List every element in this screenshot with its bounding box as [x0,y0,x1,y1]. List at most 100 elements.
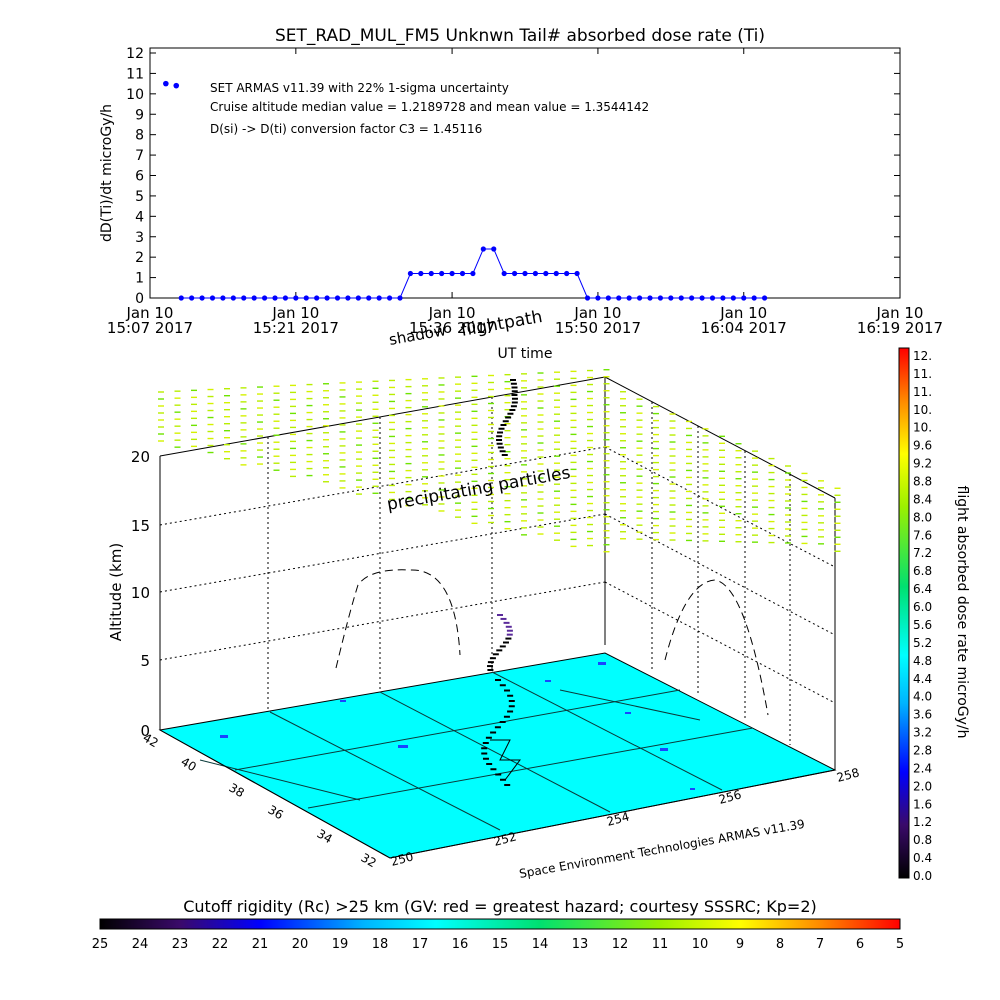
data-point [428,270,434,277]
y-tick-label: 2 [135,250,144,266]
rigidity-tick-label: 20 [292,937,309,952]
rigidity-colorbar: Cutoff rigidity (Rc) >25 km (GV: red = g… [92,897,904,952]
data-point [345,295,351,301]
data-point [386,295,393,301]
credit-label: Space Environment Technologies ARMAS v11… [518,817,806,881]
data-point [407,270,414,277]
data-point [178,295,184,301]
colorbar-tick-label: 2.0 [913,779,932,793]
x-tick-time: 16:04 2017 [701,319,787,337]
y-tick-label: 3 [135,230,144,246]
lat-tick-label: 32 [359,850,379,870]
colorbar-tick-label: 0.8 [913,833,932,847]
data-point [459,270,466,277]
lat-tick-label: 36 [266,802,286,822]
lon-tick-label: 250 [389,849,415,868]
data-point [449,270,455,277]
data-point [439,270,445,277]
y-tick-label: 6 [135,169,144,185]
data-point [491,246,497,252]
colorbar-tick-label: 4.0 [913,690,932,704]
x-axis-label: UT time [498,346,553,362]
label-shadow: shadow [388,321,448,349]
data-point [199,295,205,301]
colorbar-tick-label: 8.0 [913,510,932,524]
colorbar-tick-label: 12. [913,349,932,363]
colorbar-tick-label: 3.6 [913,708,932,722]
precipitating-particles [158,369,841,553]
lon-tick-label: 258 [835,765,861,784]
z-axis-label: Altitude (km) [107,543,125,641]
annotations: SET ARMAS v11.39 with 22% 1-sigma uncert… [210,81,649,136]
data-point [636,295,643,301]
rigidity-tick-label: 25 [92,937,109,952]
y-tick-label: 7 [135,148,144,164]
rigidity-tick-label: 10 [692,937,709,952]
shadow-arc-right [664,579,769,716]
lon-tick-label: 256 [717,787,743,806]
rigidity-tick-label: 11 [652,937,669,952]
rigidity-tick-label: 9 [736,937,744,952]
data-point [605,295,611,301]
data-point [730,295,736,301]
data-point [293,295,299,301]
x-tick-time: 15:36 2017 [409,319,495,337]
data-point [314,295,320,301]
colorbar-tick-label: 6.8 [913,564,932,578]
flightpath [481,379,521,786]
data-point [553,270,559,277]
x-tick-date: Jan 10 [126,304,174,322]
dose-rate-colorbar: 12. 11. 11. 10. 10. 9.6 9.2 8.8 8.4 8.0 7.6 7.2 6.8 6… [898,347,970,883]
z-tick-label: 15 [131,517,150,535]
colorbar-tick-label: 4.8 [913,654,932,668]
z-tick-label: 10 [131,584,150,602]
data-point [366,295,372,301]
data-point [501,270,507,277]
rigidity-tick-label: 16 [452,937,469,952]
data-point [397,295,403,301]
rigidity-tick-label: 6 [856,937,864,952]
data-point [584,295,591,301]
colorbar-gradient [898,347,910,879]
colorbar-tick-label: 5.6 [913,618,932,632]
data-point [418,270,424,277]
colorbar-tick-label: 6.4 [913,582,932,596]
colorbar-tick-label: 11. [913,367,932,381]
colorbar-tick-label: 10. [913,421,932,435]
x-tick-time: 16:19 2017 [857,319,943,337]
y-tick-label: 12 [126,46,144,62]
dose-rate-panel: SET_RAD_MUL_FM5 Unknwn Tail# absorbed do… [99,26,943,362]
data-point [241,295,247,301]
data-point [616,295,622,301]
colorbar-tick-label: 9.2 [913,457,932,471]
colorbar-tick-label: 4.4 [913,672,932,686]
x-tick-time: 15:21 2017 [253,319,339,337]
y-tick-label: 8 [135,128,144,144]
legend-point [173,82,180,89]
colorbar-tick-label: 2.4 [913,761,932,775]
data-point [626,295,632,301]
ground-surface [158,652,837,859]
rigidity-tick-label: 13 [572,937,589,952]
data-point [689,295,695,301]
data-point [709,295,716,301]
data-point [564,270,570,277]
rigidity-tick-label: 7 [816,937,824,952]
data-point [334,295,341,301]
surface-blue-specks [220,662,695,790]
data-point [251,295,257,301]
lat-tick-label: 42 [141,730,161,750]
data-point [220,295,226,301]
z-tick-label: 0 [140,722,150,740]
rigidity-tick-label: 22 [212,937,229,952]
x-tick-date: Jan 10 [573,304,621,322]
rigidity-tick-label: 18 [372,937,389,952]
altitude-3d-panel: shadow flightpath precipitating particle… [107,307,861,881]
colorbar-tick-label: 8.8 [913,475,932,489]
colorbar-tick-label: 1.2 [913,815,932,829]
label-precipitating-particles: precipitating particles [385,463,572,515]
rigidity-tick-labels: 25 24 23 22 21 20 19 18 17 16 15 14 13 12 11 10 9 8 7 6 5 [92,937,904,952]
data-point [678,295,684,301]
colorbar-tick-label: 3.2 [913,726,932,740]
